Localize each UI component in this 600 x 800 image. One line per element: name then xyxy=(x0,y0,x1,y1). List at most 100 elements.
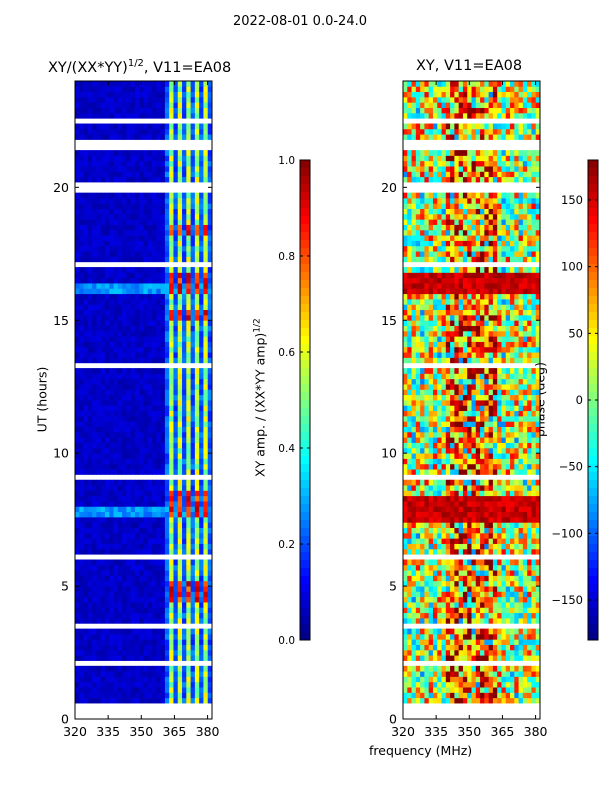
heatmap-cell xyxy=(535,681,541,688)
heatmap-cell xyxy=(420,538,425,544)
heatmap-cell xyxy=(126,208,132,215)
heatmap-cell xyxy=(403,516,408,523)
heatmap-cell xyxy=(186,283,191,289)
heatmap-cell xyxy=(462,532,468,539)
heatmap-cell xyxy=(92,431,97,438)
heatmap-cell xyxy=(535,479,541,486)
heatmap-cell xyxy=(505,655,511,661)
heatmap-cell xyxy=(190,437,196,443)
heatmap-cell xyxy=(190,288,196,295)
heatmap-cell xyxy=(207,697,213,704)
heatmap-cell xyxy=(177,463,183,470)
heatmap-cell xyxy=(134,245,140,252)
heatmap-cell xyxy=(122,400,127,406)
heatmap-cell xyxy=(104,580,110,587)
heatmap-cell xyxy=(160,458,166,465)
heatmap-cell xyxy=(130,586,136,592)
heatmap-cell xyxy=(407,490,412,497)
heatmap-cell xyxy=(186,548,191,555)
heatmap-cell xyxy=(147,384,153,390)
heatmap-cell xyxy=(117,639,123,645)
heatmap-cell xyxy=(173,511,179,518)
heatmap-cell xyxy=(96,596,102,603)
heatmap-cell xyxy=(432,437,438,443)
heatmap-cell xyxy=(186,522,191,528)
heatmap-cell xyxy=(109,692,114,699)
heatmap-cell xyxy=(160,564,166,571)
heatmap-cell xyxy=(139,330,144,337)
heatmap-cell xyxy=(147,373,153,380)
heatmap-cell xyxy=(462,485,468,491)
heatmap-cell xyxy=(134,192,140,199)
heatmap-cell xyxy=(83,134,89,140)
heatmap-cell xyxy=(156,288,162,295)
heatmap-cell xyxy=(169,681,174,688)
heatmap-cell xyxy=(87,304,93,311)
y-tick-label: 10 xyxy=(53,446,69,461)
heatmap-cell xyxy=(186,405,191,412)
heatmap-cell xyxy=(92,336,97,342)
heatmap-cell xyxy=(458,543,464,550)
heatmap-cell xyxy=(437,633,442,640)
heatmap-cell xyxy=(143,405,149,412)
heatmap-cell xyxy=(173,304,179,311)
heatmap-cell xyxy=(139,665,144,672)
heatmap-cell xyxy=(147,134,153,140)
heatmap-cell xyxy=(484,501,490,507)
heatmap-cell xyxy=(450,490,455,497)
heatmap-cell xyxy=(480,511,485,518)
heatmap-cell xyxy=(428,580,434,587)
heatmap-cell xyxy=(471,665,477,672)
heatmap-cell xyxy=(458,564,464,571)
heatmap-cell xyxy=(92,506,97,513)
heatmap-cell xyxy=(518,447,524,454)
heatmap-cell xyxy=(441,511,447,518)
heatmap-cell xyxy=(75,224,80,231)
heatmap-cell xyxy=(109,150,114,156)
heatmap-cell xyxy=(160,447,166,454)
heatmap-cell xyxy=(420,564,425,571)
heatmap-cell xyxy=(160,559,166,566)
heatmap-cell xyxy=(199,288,204,295)
heatmap-cell xyxy=(437,580,442,587)
heatmap-cell xyxy=(203,330,209,337)
heatmap-cell xyxy=(445,538,451,544)
heatmap-cell xyxy=(177,543,183,550)
heatmap-cell xyxy=(100,325,106,332)
heatmap-cell xyxy=(75,346,80,353)
heatmap-cell xyxy=(130,134,136,140)
heatmap-cell xyxy=(203,681,209,688)
heatmap-cell xyxy=(497,527,502,534)
heatmap-cell xyxy=(415,447,421,454)
heatmap-cell xyxy=(194,96,200,103)
heatmap-cell xyxy=(510,543,515,550)
heatmap-cell xyxy=(126,490,132,497)
heatmap-cell xyxy=(126,538,132,544)
heatmap-cell xyxy=(147,176,153,183)
heatmap-cell xyxy=(411,607,417,614)
heatmap-cell xyxy=(441,426,447,433)
heatmap-cell xyxy=(147,405,153,412)
heatmap-cell xyxy=(96,277,102,284)
heatmap-cell xyxy=(510,591,515,598)
heatmap-cell xyxy=(130,150,136,156)
heatmap-cell xyxy=(407,617,412,624)
heatmap-cell xyxy=(122,91,127,98)
heatmap-cell xyxy=(122,160,127,167)
x-tick-label: 365 xyxy=(163,724,187,739)
heatmap-cell xyxy=(203,288,209,295)
heatmap-cell xyxy=(169,256,174,263)
heatmap-cell xyxy=(471,527,477,534)
heatmap-cell xyxy=(87,224,93,231)
heatmap-cell xyxy=(527,676,532,683)
heatmap-cell xyxy=(177,617,183,624)
heatmap-cell xyxy=(113,86,119,93)
heatmap-cell xyxy=(203,293,209,300)
heatmap-cell xyxy=(194,676,200,683)
heatmap-cell xyxy=(471,570,477,576)
heatmap-cell xyxy=(407,591,412,598)
heatmap-cell xyxy=(194,160,200,167)
heatmap-cell xyxy=(117,213,123,220)
heatmap-cell xyxy=(450,522,455,528)
heatmap-cell xyxy=(117,607,123,614)
